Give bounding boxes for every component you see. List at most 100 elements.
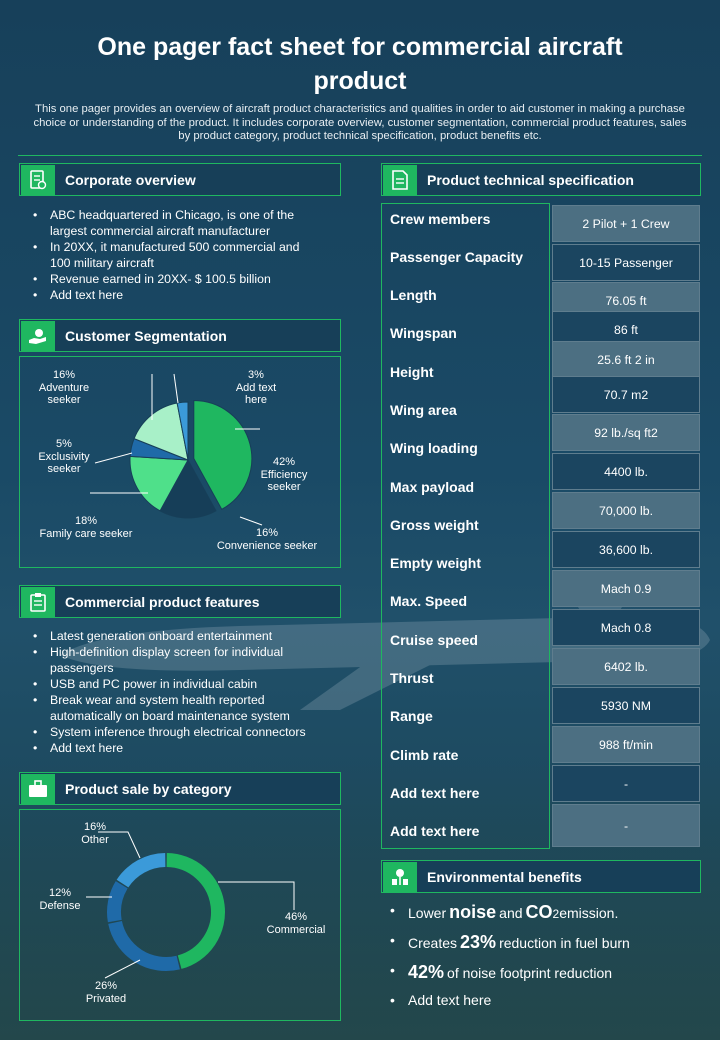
text: of noise footprint reduction	[447, 965, 613, 981]
subscript: 2	[552, 907, 560, 921]
product-features-header: Commercial product features	[19, 585, 341, 618]
spec-label: Length	[390, 287, 437, 303]
text: Creates	[408, 935, 458, 951]
text: and	[499, 905, 523, 921]
page-title: One pager fact sheet for commercial airc…	[97, 33, 623, 95]
donut-segment-privated	[108, 920, 180, 971]
pie-slice-add-text-here	[176, 401, 189, 461]
list-item: ABC headquartered in Chicago, is one of …	[21, 207, 321, 239]
segment-percent: 16%	[255, 527, 279, 539]
list-item: USB and PC power in individual cabin	[21, 676, 331, 692]
section-title: Environmental benefits	[427, 868, 582, 885]
category-percent: 16%	[83, 821, 107, 833]
spec-value: 6402 lb.	[552, 648, 700, 685]
seg-label-efficiency: 42% Efficiency seeker	[256, 456, 312, 494]
category-name: Other	[81, 833, 109, 846]
spec-value: 2 Pilot + 1 Crew	[552, 205, 700, 242]
eco-icon	[383, 861, 417, 892]
segment-name: Add text here	[235, 381, 277, 407]
customer-segmentation-header: Customer Segmentation	[19, 319, 341, 352]
text: Lower	[408, 905, 447, 921]
spec-value: -	[552, 804, 700, 847]
environmental-benefits-header: Environmental benefits	[381, 860, 701, 893]
list-item: High-definition display screen for indiv…	[21, 644, 331, 676]
category-percent: 46%	[284, 911, 308, 923]
category-name: Privated	[85, 992, 127, 1005]
segment-name: Convenience seeker	[216, 539, 318, 552]
spec-value: 25.6 ft 2 in	[552, 341, 700, 378]
product-sales-header: Product sale by category	[19, 772, 341, 805]
spec-label: Cruise speed	[390, 632, 478, 648]
product-features-list: Latest generation onboard entertainment …	[21, 628, 331, 756]
segment-name: Family care seeker	[39, 527, 133, 540]
category-percent: 26%	[94, 980, 118, 992]
pie-slice-efficiency-seeker	[193, 400, 253, 511]
section-title: Commercial product features	[65, 593, 260, 610]
spec-value: 4400 lb.	[552, 453, 700, 490]
sales-label-defense: 12% Defense	[34, 887, 86, 912]
spec-label: Passenger Capacity	[390, 249, 524, 265]
report-icon	[21, 164, 55, 195]
pie-slice-family-care-seeker	[129, 455, 189, 512]
customer-segmentation-pie-chart	[90, 373, 263, 526]
segment-percent: 3%	[248, 369, 264, 381]
section-title: Product technical specification	[427, 171, 634, 188]
segment-percent: 5%	[56, 438, 72, 450]
seg-label-add-text: 3% Add text here	[230, 369, 282, 407]
spec-label: Thrust	[390, 670, 434, 686]
section-title: Customer Segmentation	[65, 327, 227, 344]
segment-name: Efficiency seeker	[260, 468, 308, 494]
page-intro: This one pager provides an overview of a…	[33, 103, 687, 142]
leader-line	[239, 516, 263, 526]
spec-value: 92 lb./sq ft2	[552, 414, 700, 451]
segment-percent: 42%	[272, 456, 296, 468]
spec-label: Wing area	[390, 402, 457, 418]
leader-line	[218, 881, 295, 910]
donut-segment-other	[116, 853, 166, 888]
sales-label-other: 16% Other	[72, 821, 118, 846]
category-name: Defense	[39, 899, 81, 912]
highlight: noise	[449, 902, 497, 922]
text: emission.	[559, 905, 619, 921]
seg-label-convenience: 16% Convenience seeker	[214, 527, 320, 552]
seg-label-family-care: 18% Family care seeker	[36, 515, 136, 540]
spec-value: 10-15 Passenger	[552, 244, 700, 281]
list-item: Revenue earned in 20XX- $ 100.5 billion	[21, 271, 321, 287]
spec-label: Height	[390, 364, 434, 380]
list-item: Add text here	[390, 992, 630, 1022]
spec-label: Empty weight	[390, 555, 482, 571]
spec-label: Max payload	[390, 479, 475, 495]
seg-label-adventure: 16% Adventure seeker	[34, 369, 94, 407]
text: Add text here	[408, 992, 492, 1008]
spec-label: Max. Speed	[390, 593, 468, 609]
leader-line	[173, 373, 179, 404]
pie-slice-adventure-seeker	[133, 402, 189, 461]
highlight: 42%	[408, 962, 445, 982]
sales-label-commercial: 46% Commercial	[262, 911, 330, 936]
section-title: Product sale by category	[65, 780, 232, 797]
clipboard-icon	[21, 586, 55, 617]
highlight: 23%	[460, 932, 497, 952]
list-item: System inference through electrical conn…	[21, 724, 331, 740]
text: reduction in fuel burn	[499, 935, 630, 951]
leader-line	[104, 959, 141, 979]
environmental-benefits-list: Lower noise and CO2 emission. Creates 23…	[390, 902, 630, 1022]
spec-label: Crew members	[390, 211, 491, 227]
spec-label-column	[381, 203, 550, 849]
spec-value: 70.7 m2	[552, 376, 700, 413]
seg-label-exclusivity: 5% Exclusivity seeker	[32, 438, 96, 476]
segment-name: Adventure seeker	[38, 381, 90, 407]
spec-value: 36,600 lb.	[552, 531, 700, 568]
hand-money-icon	[21, 320, 55, 351]
spec-value: -	[552, 765, 700, 802]
spec-value: Mach 0.8	[552, 609, 700, 646]
spec-label: Gross weight	[390, 517, 479, 533]
leader-line	[98, 831, 141, 859]
spec-label: Add text here	[390, 785, 480, 801]
list-item: In 20XX, it manufactured 500 commercial …	[21, 239, 321, 271]
donut-segment-commercial	[166, 853, 225, 969]
pie-slice-convenience-seeker	[159, 458, 217, 519]
segment-name: Exclusivity seeker	[38, 450, 90, 476]
corporate-overview-header: Corporate overview	[19, 163, 341, 196]
sales-label-privated: 26% Privated	[80, 980, 132, 1005]
